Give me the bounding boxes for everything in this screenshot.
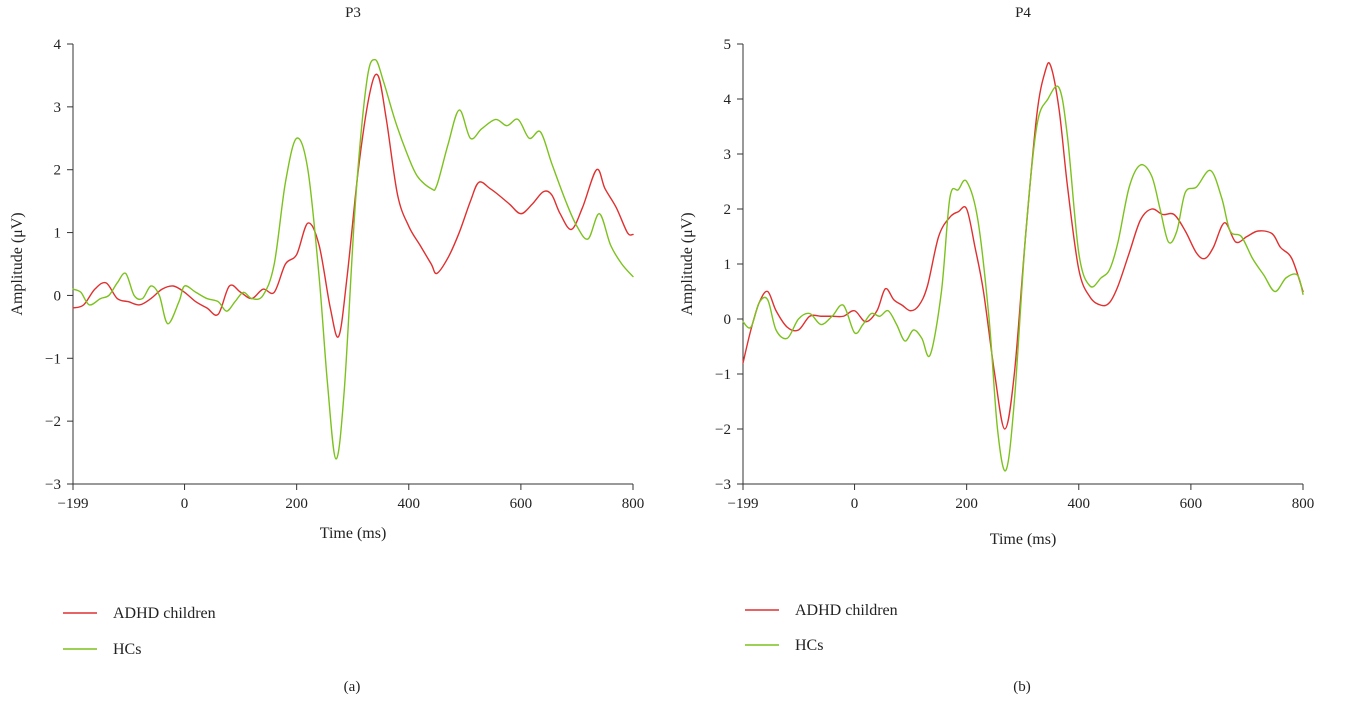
- y-tick-label-p3: 1: [54, 226, 62, 242]
- legend-label-p3: HCs: [113, 641, 141, 658]
- x-tick-label-p3: 200: [285, 496, 308, 512]
- x-tick-label-p3: 0: [181, 496, 189, 512]
- x-tick-label-p4: 800: [1292, 496, 1315, 512]
- x-axis-title-p3: Time (ms): [320, 525, 387, 542]
- series-line-p4-hcs: [743, 86, 1303, 471]
- chart-panel-p4: P4 −3 −2 −1 0 1 2 3 4 5 −199 0 200 400 600 800 Time (ms)…: [679, 5, 1314, 695]
- series-line-p3-adhd: [73, 74, 633, 337]
- y-tick-label-p3: 4: [54, 37, 62, 53]
- y-tick-label-p4: −1: [715, 367, 731, 383]
- y-tick-label-p3: 0: [54, 288, 62, 304]
- chart-title-p3: P3: [345, 5, 361, 21]
- panel-caption-p3: (a): [344, 679, 361, 695]
- x-tick-label-p4: 600: [1180, 496, 1203, 512]
- y-tick-label-p4: 2: [724, 202, 732, 218]
- y-tick-label-p3: 3: [54, 100, 62, 116]
- y-tick-label-p4: −2: [715, 422, 731, 438]
- series-line-p3-hcs: [73, 60, 633, 459]
- x-tick-label-p4: 0: [851, 496, 859, 512]
- x-tick-label-p3: 400: [398, 496, 421, 512]
- y-tick-label-p3: 2: [54, 163, 62, 179]
- legend-label-p4: HCs: [795, 637, 823, 654]
- legend-p3: ADHD children HCs: [63, 605, 216, 658]
- chart-title-p4: P4: [1015, 5, 1031, 21]
- x-tick-label-p3: 800: [622, 496, 645, 512]
- y-axis-title-p4: Amplitude (μV): [679, 212, 696, 315]
- y-tick-label-p4: 5: [724, 37, 732, 53]
- y-tick-label-p4: 1: [724, 257, 732, 273]
- x-tick-label-p3: 600: [510, 496, 533, 512]
- y-tick-label-p4: 4: [724, 92, 732, 108]
- legend-p4: ADHD children HCs: [745, 602, 898, 654]
- series-line-p4-adhd: [743, 63, 1303, 429]
- y-tick-label-p4: 3: [724, 147, 732, 163]
- chart-panel-p3: P3 −3 −2 −1 0 1 2 3 4 −199 0 200 400 600 800 Time (ms) A…: [9, 5, 644, 695]
- x-tick-label-p3: −199: [58, 496, 89, 512]
- legend-label-p4: ADHD children: [795, 602, 898, 619]
- x-tick-label-p4: 400: [1068, 496, 1091, 512]
- x-tick-label-p4: 200: [955, 496, 978, 512]
- y-tick-label-p3: −1: [45, 351, 61, 367]
- y-tick-label-p4: −3: [715, 477, 731, 493]
- y-tick-label-p4: 0: [724, 312, 732, 328]
- legend-label-p3: ADHD children: [113, 605, 216, 622]
- y-tick-label-p3: −2: [45, 414, 61, 430]
- panel-caption-p4: (b): [1013, 679, 1031, 695]
- y-tick-label-p3: −3: [45, 477, 61, 493]
- y-axis-title-p3: Amplitude (μV): [9, 212, 26, 315]
- x-axis-title-p4: Time (ms): [990, 531, 1057, 548]
- x-tick-label-p4: −199: [728, 496, 759, 512]
